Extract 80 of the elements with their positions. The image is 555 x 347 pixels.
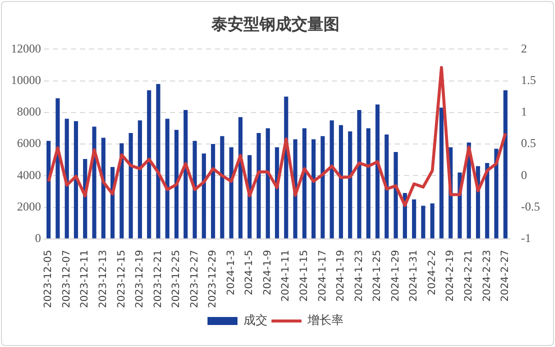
bar: [64, 118, 69, 238]
bar: [46, 140, 51, 238]
x-tick-label: 2024-2-23: [482, 250, 493, 302]
x-tick-label: 2023-12-15: [116, 250, 128, 308]
bar: [394, 152, 398, 238]
bar: [74, 121, 78, 238]
bar: [165, 118, 170, 238]
bar: [210, 144, 216, 238]
bar: [421, 206, 426, 238]
bar: [302, 128, 306, 238]
x-tick-label: 2024-1-31: [408, 250, 420, 302]
bar: [220, 136, 224, 238]
bar: [128, 132, 133, 238]
bar: [192, 140, 197, 238]
bar: [338, 125, 344, 238]
bar: [366, 128, 370, 238]
bar: [229, 147, 234, 238]
y-tick-label: 0: [35, 231, 41, 246]
y-tick-label: 2000: [17, 199, 41, 214]
bar: [439, 108, 444, 238]
x-tick-label: 2024-1-3: [226, 250, 237, 296]
bar: [430, 203, 434, 238]
x-tick-label: 2024-1-17: [317, 250, 328, 302]
bar: [330, 120, 334, 238]
bar: [412, 199, 416, 238]
y2-tick-label: 0: [521, 168, 528, 182]
y2-tick-label: 1: [521, 104, 528, 119]
x-tick-label: 2023-12-29: [208, 250, 219, 308]
bar: [375, 104, 380, 238]
y2-tick-label: 2: [521, 41, 528, 56]
y2-tick-label: -0.5: [521, 199, 540, 214]
bar: [184, 110, 188, 238]
bar: [485, 163, 490, 238]
x-tick-label: 2024-1-15: [299, 250, 310, 302]
x-tick-label: 2024-1-19: [336, 250, 347, 302]
x-tick-label: 2023-12-05: [43, 250, 54, 308]
x-tick-label: 2024-2-27: [500, 250, 512, 302]
y2-tick-label: -1: [521, 231, 532, 246]
x-tick-label: 2024-2-21: [463, 250, 474, 302]
x-tick-label: 2023-12-25: [171, 250, 182, 308]
bar: [202, 154, 206, 238]
y-tick-label: 4000: [17, 168, 41, 182]
chart-title: 泰安型钢成交量图: [210, 14, 340, 34]
y2-tick-label: 0.5: [521, 136, 536, 150]
y-tick-label: 12000: [11, 41, 41, 56]
bar: [384, 134, 389, 238]
x-tick-label: 2024-1-25: [372, 250, 384, 302]
x-tick-label: 2023-12-27: [189, 250, 200, 308]
y2-tick-label: 1.5: [521, 72, 536, 87]
x-tick-label: 2023-12-13: [98, 250, 109, 308]
x-tick-label: 2023-12-19: [134, 250, 146, 308]
bar: [256, 132, 261, 238]
x-tick-label: 2024-1-11: [280, 250, 292, 302]
bar: [348, 131, 352, 238]
x-tick-label: 2023-12-11: [80, 250, 91, 308]
bar: [503, 90, 508, 238]
x-tick-label: 2023-12-21: [152, 250, 164, 308]
bar: [320, 136, 325, 238]
legend-label: 增长率: [306, 313, 344, 328]
x-tick-label: 2024-2-19: [445, 250, 456, 302]
y-tick-label: 8000: [17, 104, 41, 119]
x-tick-label: 2024-2-2: [426, 250, 438, 296]
x-tick-label: 2024-1-23: [354, 250, 365, 302]
bar: [311, 139, 316, 238]
bar: [138, 120, 142, 238]
legend-label: 成交: [244, 313, 268, 328]
x-tick-label: 2024-1-5: [244, 250, 256, 296]
bar: [56, 98, 60, 238]
x-tick-label: 2024-1-9: [262, 250, 274, 296]
y-tick-label: 10000: [11, 72, 41, 87]
bar: [147, 90, 152, 238]
bar: [266, 128, 270, 238]
bar: [357, 110, 362, 238]
x-tick-label: 2024-1-29: [390, 250, 402, 302]
x-tick-label: 2023-12-07: [61, 250, 72, 308]
bar: [494, 148, 498, 238]
bar: [156, 84, 160, 238]
bar: [174, 130, 179, 238]
y-tick-label: 6000: [17, 136, 41, 150]
bar: [101, 138, 106, 238]
